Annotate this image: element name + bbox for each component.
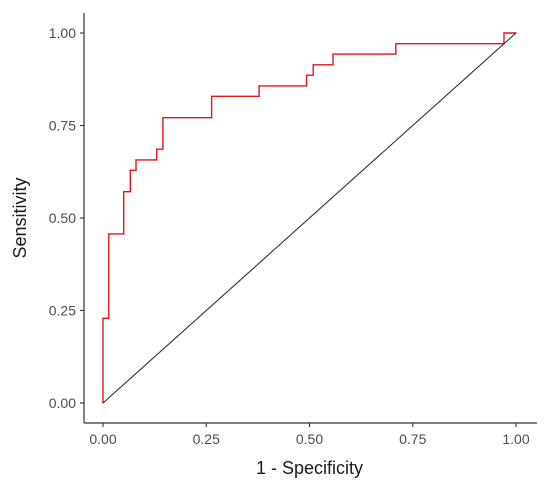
y-tick-label: 0.25 [49, 303, 76, 319]
roc-step-point [503, 32, 505, 34]
x-tick-label: 0.00 [89, 431, 116, 447]
x-tick-label: 0.25 [193, 431, 220, 447]
roc-step-point [395, 43, 397, 45]
x-axis-title: 1 - Specificity [256, 458, 363, 478]
roc-step-point [162, 148, 164, 150]
roc-step-point [332, 64, 334, 66]
roc-step-point [395, 53, 397, 55]
x-tick-label: 0.75 [399, 431, 426, 447]
roc-step-point [135, 169, 137, 171]
reference-diagonal-line [102, 32, 517, 404]
roc-step-point [211, 117, 213, 119]
plot-area [102, 32, 517, 404]
roc-step-point [135, 159, 137, 161]
roc-step-point [312, 64, 314, 66]
roc-step-point [258, 95, 260, 97]
roc-step-point [102, 317, 104, 319]
roc-step-point [306, 74, 308, 76]
roc-step-point [129, 191, 131, 193]
y-tick-label: 0.75 [49, 118, 76, 134]
roc-step-point [129, 169, 131, 171]
x-axis-ticks: 0.00 0.25 0.50 0.75 1.00 [89, 423, 530, 447]
y-axis-ticks: 0.00 0.25 0.50 0.75 1.00 [49, 25, 84, 411]
roc-step-point [156, 159, 158, 161]
x-tick-label: 0.50 [296, 431, 323, 447]
y-tick-label: 0.50 [49, 210, 76, 226]
roc-step-point [156, 148, 158, 150]
roc-step-point [258, 85, 260, 87]
roc-step-point [162, 117, 164, 119]
x-tick-label: 1.00 [502, 431, 529, 447]
roc-step-point [108, 317, 110, 319]
y-axis-title: Sensitivity [10, 177, 30, 258]
roc-step-point [123, 191, 125, 193]
roc-step-point [306, 85, 308, 87]
y-tick-label: 0.00 [49, 395, 76, 411]
roc-step-point [312, 74, 314, 76]
y-tick-label: 1.00 [49, 25, 76, 41]
roc-step-point [332, 53, 334, 55]
roc-step-point [211, 95, 213, 97]
roc-step-point [108, 233, 110, 235]
roc-step-point [123, 233, 125, 235]
